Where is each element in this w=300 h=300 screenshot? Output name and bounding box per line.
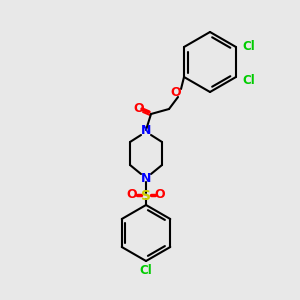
Text: N: N <box>141 124 151 137</box>
Text: O: O <box>127 188 137 202</box>
Text: Cl: Cl <box>243 40 255 52</box>
Text: S: S <box>141 189 151 203</box>
Text: Cl: Cl <box>243 74 255 88</box>
Text: Cl: Cl <box>140 265 152 278</box>
Text: O: O <box>134 101 144 115</box>
Text: N: N <box>141 172 151 184</box>
Text: O: O <box>171 86 181 100</box>
Text: O: O <box>155 188 165 202</box>
